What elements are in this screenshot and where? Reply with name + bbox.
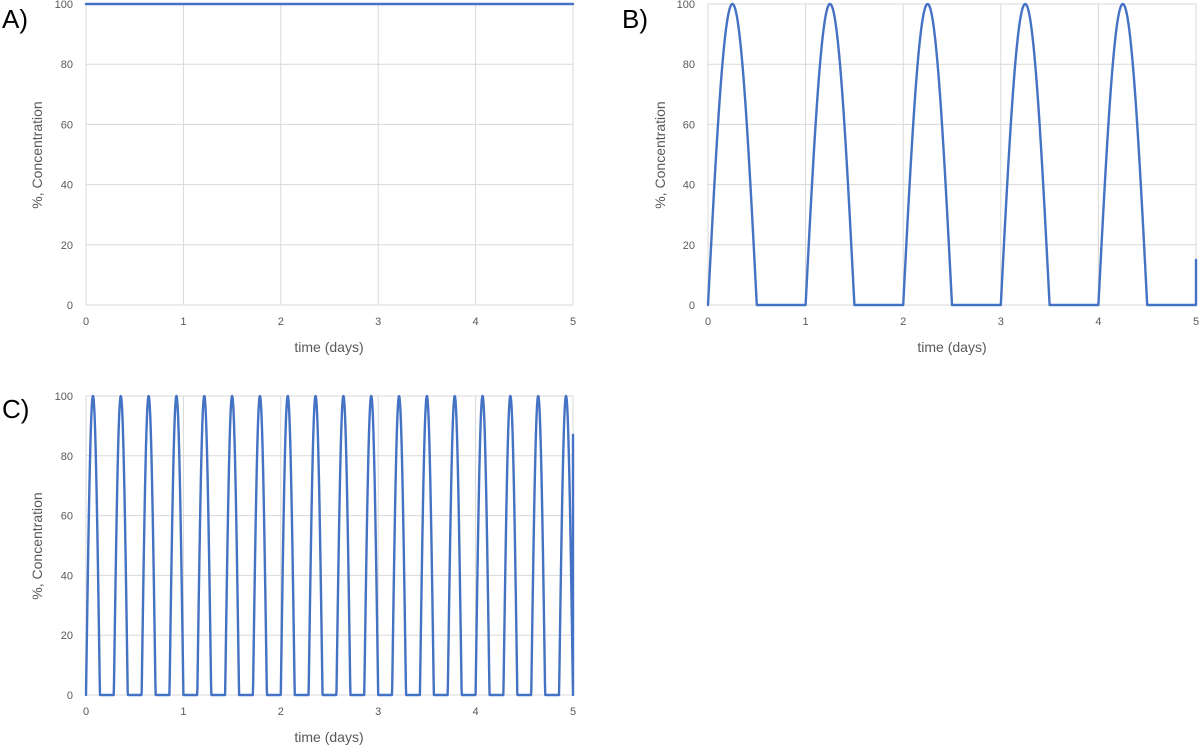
chart-a-y-tick-100: 100 <box>55 0 73 11</box>
chart-b-x-tick-2: 2 <box>900 316 906 328</box>
chart-a-y-tick-40: 40 <box>61 180 73 192</box>
chart-c-series-line-0 <box>84 394 575 697</box>
chart-a-y-tick-60: 60 <box>61 119 73 131</box>
chart-panel-a: A) 0 20 40 60 80 100 0 1 2 3 4 5 time (days) %, Con… <box>2 0 576 355</box>
chart-b-x-tick-4: 4 <box>1095 316 1101 328</box>
chart-c-x-tick-5: 5 <box>570 706 576 718</box>
chart-b-series <box>706 2 1198 307</box>
chart-c-x-tick-4: 4 <box>473 706 479 718</box>
chart-panel-b: B) 0 20 40 60 80 100 0 1 2 3 4 5 time (days) %, Con… <box>622 0 1199 355</box>
chart-b-y-tick-20: 20 <box>683 240 695 252</box>
chart-c-y-tick-0: 0 <box>67 690 73 702</box>
chart-b-x-tick-3: 3 <box>998 316 1004 328</box>
chart-b-x-tick-5: 5 <box>1193 316 1199 328</box>
chart-a-y-axis-title: %, Concentration <box>29 101 45 208</box>
chart-b-x-tick-0: 0 <box>705 316 711 328</box>
chart-c-grid <box>85 395 574 696</box>
chart-a-x-tick-0: 0 <box>83 316 89 328</box>
chart-b-y-tick-100: 100 <box>677 0 695 11</box>
chart-b-y-axis-title: %, Concentration <box>652 101 668 208</box>
chart-a-grid <box>85 3 574 306</box>
chart-c-y-tick-80: 80 <box>61 451 73 463</box>
chart-c-y-tick-60: 60 <box>61 511 73 523</box>
chart-b-ticks: 0 20 40 60 80 100 0 1 2 3 4 5 <box>677 0 1199 328</box>
chart-a-x-tick-5: 5 <box>570 316 576 328</box>
chart-c-y-axis-title: %, Concentration <box>29 492 45 599</box>
chart-b-x-axis-title: time (days) <box>917 339 986 355</box>
chart-b-y-tick-40: 40 <box>683 180 695 192</box>
chart-a-y-tick-80: 80 <box>61 59 73 71</box>
chart-b-y-tick-0: 0 <box>689 300 695 312</box>
chart-c-x-tick-2: 2 <box>278 706 284 718</box>
chart-b-x-tick-1: 1 <box>803 316 809 328</box>
chart-b-y-tick-80: 80 <box>683 59 695 71</box>
chart-c-y-tick-100: 100 <box>55 391 73 403</box>
chart-c-x-tick-0: 0 <box>83 706 89 718</box>
chart-a-x-tick-2: 2 <box>278 316 284 328</box>
chart-c-x-tick-3: 3 <box>375 706 381 718</box>
chart-c-y-tick-20: 20 <box>61 630 73 642</box>
chart-panel-c: C) 0 20 40 60 80 100 0 1 2 3 4 5 time (days) %, Con… <box>2 391 576 745</box>
chart-b-y-tick-60: 60 <box>683 119 695 131</box>
panel-letter-b: B) <box>622 4 648 34</box>
chart-a-x-tick-3: 3 <box>375 316 381 328</box>
chart-c-y-tick-40: 40 <box>61 570 73 582</box>
chart-a-ticks: 0 20 40 60 80 100 0 1 2 3 4 5 <box>55 0 576 328</box>
chart-a-x-axis-title: time (days) <box>294 339 363 355</box>
chart-a-x-tick-4: 4 <box>473 316 479 328</box>
chart-c-ticks: 0 20 40 60 80 100 0 1 2 3 4 5 <box>55 391 576 718</box>
chart-c-x-axis-title: time (days) <box>294 729 363 745</box>
panel-letter-a: A) <box>2 4 28 34</box>
chart-c-x-tick-1: 1 <box>180 706 186 718</box>
panel-letter-c: C) <box>2 394 29 424</box>
chart-b-series-line-0 <box>706 2 1198 307</box>
chart-c-series <box>84 394 575 697</box>
chart-a-y-tick-20: 20 <box>61 240 73 252</box>
chart-a-x-tick-1: 1 <box>180 316 186 328</box>
chart-a-y-tick-0: 0 <box>67 300 73 312</box>
chart-b-grid <box>707 3 1197 306</box>
